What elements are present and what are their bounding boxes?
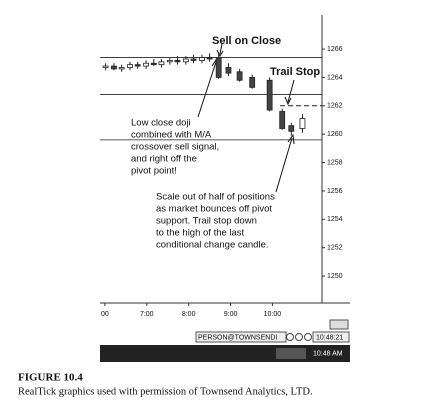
candle-body	[150, 62, 157, 66]
annotation: combined with M/A	[131, 130, 212, 141]
taskbar-time: 10:48 AM	[313, 350, 343, 357]
annotation: Low close doji	[131, 118, 191, 129]
y-tick-label: 1264	[327, 74, 343, 81]
scroll-button[interactable]	[329, 319, 349, 330]
annotation: crossover sell signal,	[131, 142, 219, 153]
candle-body	[143, 62, 149, 67]
annotation: Trail Stop	[270, 66, 320, 78]
annotation: Scale out of half of positions	[156, 192, 275, 203]
candle-body	[134, 64, 141, 67]
candle-body	[279, 111, 286, 129]
annotation: to the high of the last	[156, 228, 245, 239]
candle-body	[299, 118, 306, 129]
candle-body	[166, 59, 173, 63]
annotation: as market bounces off pivot	[156, 204, 272, 215]
clock-box	[312, 331, 350, 343]
candle-body	[102, 65, 109, 68]
annotation: Sell on Close	[212, 35, 281, 47]
candle-body	[215, 57, 222, 78]
candle-body	[288, 125, 295, 132]
tray	[276, 348, 306, 359]
x-tick-label: 8:00	[182, 311, 196, 318]
candle-body	[249, 77, 256, 88]
candle-body	[206, 57, 213, 60]
y-tick-label: 1260	[327, 131, 343, 138]
candle-body	[111, 65, 117, 70]
y-tick-label: 1262	[327, 103, 343, 110]
candle-body	[158, 61, 165, 66]
arrows	[197, 43, 295, 193]
annotation: support. Trail stop down	[156, 216, 257, 227]
candle-body	[174, 59, 181, 63]
y-tick-label: 1250	[327, 273, 343, 280]
annotation: conditional change candle.	[156, 240, 269, 251]
user: PERSON@TOWNSENDI	[198, 334, 277, 341]
x-tick-label: 10:00	[264, 311, 282, 318]
caption: RealTick graphics used with permission o…	[18, 386, 313, 397]
candle-body	[118, 67, 125, 70]
x-tick-label: 00	[101, 311, 109, 318]
figure-label: FIGURE 10.4	[18, 372, 83, 384]
annotation: and right off the	[131, 154, 197, 165]
y-tick-label: 1266	[327, 46, 343, 53]
candle-body	[190, 58, 197, 61]
candle-body	[266, 79, 273, 111]
candle-body	[182, 58, 189, 63]
candle-body	[225, 67, 232, 74]
candle-body	[199, 57, 205, 61]
candle-body	[127, 64, 133, 68]
status-icons	[286, 333, 312, 341]
x-tick-label: 9:00	[224, 311, 238, 318]
x-tick-label: 7:00	[140, 311, 154, 318]
annotation: pivot point!	[131, 166, 177, 177]
y-tick-label: 1252	[327, 245, 343, 252]
clock: 10:48:21	[316, 334, 343, 341]
y-tick-label: 1254	[327, 216, 343, 223]
y-tick-label: 1258	[327, 159, 343, 166]
y-tick-label: 1256	[327, 188, 343, 195]
candle-body	[236, 71, 243, 81]
